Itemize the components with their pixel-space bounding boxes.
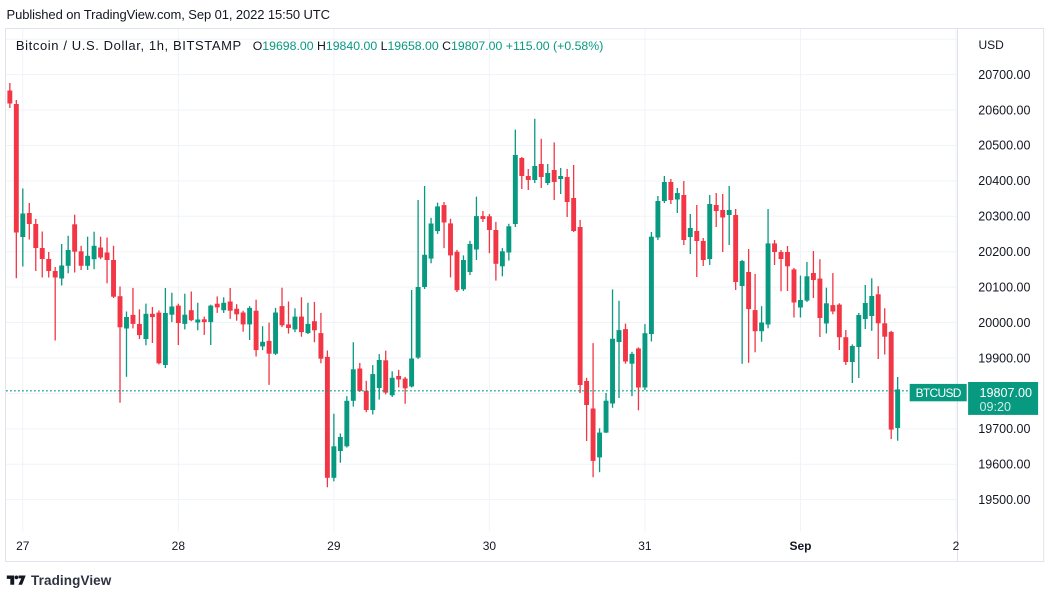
svg-text:O19698.00 H19840.00 L19658.00: O19698.00 H19840.00 L19658.00 C19807.00 … (253, 39, 604, 53)
svg-text:Sep: Sep (789, 539, 811, 553)
svg-text:20700.00: 20700.00 (978, 68, 1030, 82)
svg-text:20300.00: 20300.00 (978, 210, 1030, 224)
svg-text:20500.00: 20500.00 (978, 139, 1030, 153)
svg-text:19700.00: 19700.00 (978, 422, 1030, 436)
svg-text:19807.00: 19807.00 (980, 386, 1033, 400)
svg-text:Published on TradingView.com,: Published on TradingView.com, Sep 01, 20… (7, 7, 330, 22)
svg-text:2: 2 (953, 539, 960, 553)
svg-text:09:20: 09:20 (980, 400, 1012, 414)
svg-text:20100.00: 20100.00 (978, 280, 1030, 294)
svg-text:USD: USD (979, 38, 1005, 52)
svg-text:20200.00: 20200.00 (978, 245, 1030, 259)
svg-text:19500.00: 19500.00 (978, 493, 1030, 507)
svg-text:28: 28 (172, 539, 186, 553)
svg-text:20000.00: 20000.00 (978, 316, 1030, 330)
svg-text:Bitcoin / U.S. Dollar, 1h, BIT: Bitcoin / U.S. Dollar, 1h, BITSTAMP (16, 38, 242, 53)
svg-text:30: 30 (483, 539, 497, 553)
svg-text:19900.00: 19900.00 (978, 351, 1030, 365)
svg-text:31: 31 (638, 539, 652, 553)
svg-text:29: 29 (327, 539, 341, 553)
svg-text:BTCUSD: BTCUSD (916, 386, 962, 400)
svg-text:27: 27 (16, 539, 30, 553)
svg-text:20400.00: 20400.00 (978, 174, 1030, 188)
svg-text:19600.00: 19600.00 (978, 458, 1030, 472)
svg-text:TradingView: TradingView (31, 573, 112, 588)
svg-text:20600.00: 20600.00 (978, 103, 1030, 117)
